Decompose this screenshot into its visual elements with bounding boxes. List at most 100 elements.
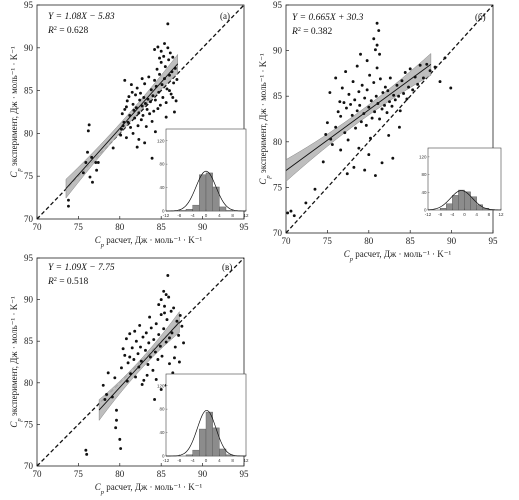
scatter-point <box>355 109 359 113</box>
scatter-point <box>111 146 115 150</box>
scatter-point <box>172 81 176 85</box>
inset-x-tick-label: 0 <box>205 213 208 218</box>
scatter-point <box>125 99 129 103</box>
scatter-point <box>163 311 166 315</box>
x-tick-label: 75 <box>74 469 84 479</box>
scatter-point <box>286 211 290 215</box>
scatter-point <box>177 333 181 337</box>
scatter-point <box>119 447 123 450</box>
scatter-point <box>157 90 161 94</box>
inset-y-tick-label: 80 <box>159 162 165 167</box>
scatter-point <box>124 337 128 341</box>
scatter-point <box>329 137 333 141</box>
scatter-point <box>171 95 175 99</box>
scatter-point <box>172 110 176 114</box>
scatter-point <box>169 309 173 313</box>
scatter-point <box>339 114 343 118</box>
scatter-point <box>342 101 346 105</box>
scatter-point <box>421 76 425 80</box>
scatter-point <box>347 92 351 96</box>
y-tick-label: 80 <box>273 137 283 147</box>
scatter-point <box>165 318 169 322</box>
scatter-point <box>330 143 334 146</box>
scatter-point <box>359 120 363 124</box>
y-axis-label: Cp эксперимент, Дж · моль⁻¹ · K⁻¹ <box>9 296 23 428</box>
scatter-point <box>153 48 157 51</box>
scatter-point <box>173 345 177 349</box>
histogram-bar <box>192 204 200 212</box>
y-tick-label: 90 <box>273 46 283 56</box>
scatter-point <box>378 117 382 121</box>
scatter-point <box>125 379 129 383</box>
scatter-point <box>163 42 166 45</box>
scatter-point <box>105 392 109 396</box>
scatter-point <box>162 289 166 293</box>
x-tick-label: 85 <box>157 469 167 479</box>
scatter-point <box>154 84 158 88</box>
scatter-point <box>161 95 165 99</box>
scatter-point <box>155 67 159 71</box>
scatter-point <box>146 363 150 366</box>
scatter-point <box>159 298 163 302</box>
scatter-point <box>126 361 130 365</box>
scatter-point <box>133 116 137 120</box>
y-tick-label: 90 <box>24 43 34 53</box>
scatter-point <box>168 336 171 340</box>
y-tick-label: 90 <box>24 295 34 305</box>
inset-x-tick-label: 8 <box>231 213 234 218</box>
scatter-point <box>140 77 144 81</box>
scatter-point <box>390 104 394 108</box>
scatter-point <box>170 70 174 74</box>
scatter-point <box>338 100 342 104</box>
scatter-point <box>151 94 155 98</box>
scatter-point <box>374 94 378 98</box>
scatter-point <box>152 109 156 113</box>
scatter-point <box>140 104 144 108</box>
identity-line <box>36 4 245 220</box>
scatter-point <box>90 155 94 159</box>
scatter-point <box>123 353 127 357</box>
scatter-point <box>148 355 152 359</box>
scatter-point <box>177 360 181 364</box>
scatter-point <box>164 293 168 297</box>
scatter-point <box>147 75 151 79</box>
scatter-point <box>372 37 376 41</box>
r-squared-exponent: 2 <box>298 27 301 33</box>
scatter-point <box>372 81 376 84</box>
scatter-point <box>425 62 429 66</box>
scatter-point <box>153 78 157 82</box>
scatter-point <box>138 98 142 102</box>
scatter-point <box>340 86 344 90</box>
scatter-point <box>163 304 166 308</box>
scatter-point <box>142 95 146 99</box>
histogram-bar <box>199 428 207 457</box>
scatter-point <box>352 165 356 169</box>
scatter-point <box>94 161 98 164</box>
scatter-point <box>403 71 407 74</box>
scatter-point <box>413 75 417 79</box>
scatter-point <box>153 397 157 401</box>
scatter-point <box>136 352 140 356</box>
histogram-bar <box>185 454 193 457</box>
scatter-point <box>180 324 184 328</box>
scatter-point <box>136 124 140 128</box>
x-axis-subscript: p <box>100 242 105 249</box>
scatter-point <box>386 89 390 93</box>
histogram-bar <box>205 411 213 457</box>
scatter-point <box>368 73 372 77</box>
x-axis-subscript: p <box>349 256 354 263</box>
scatter-point <box>119 133 123 137</box>
scatter-point <box>132 358 136 361</box>
identity-line <box>285 4 494 234</box>
inset-x-tick-label: 8 <box>231 458 234 463</box>
scatter-point <box>175 319 179 323</box>
scatter-point <box>433 65 437 69</box>
x-axis-text: расчет, Дж · моль⁻¹ · K⁻¹ <box>104 482 203 492</box>
inset-x-tick-label: -8 <box>438 212 442 217</box>
scatter-point <box>344 70 348 74</box>
scatter-point <box>153 130 157 134</box>
scatter-point <box>95 168 99 172</box>
inset-y-tick-label: 80 <box>159 407 165 412</box>
scatter-point <box>162 327 166 331</box>
